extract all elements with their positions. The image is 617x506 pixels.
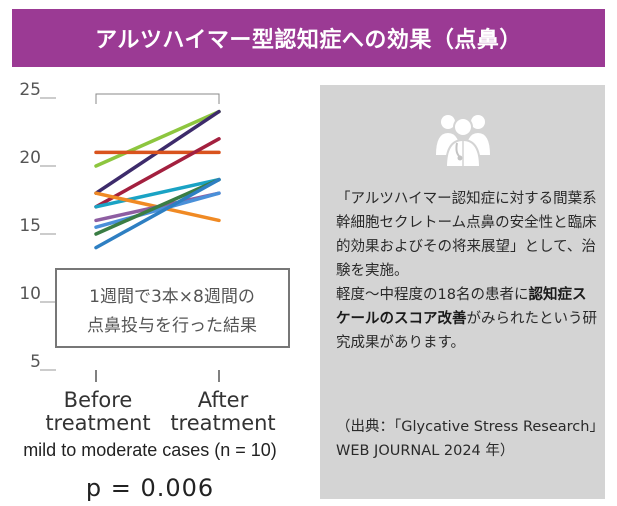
y-tick-label: 5 [30,352,41,372]
x-category-label: After treatment [170,388,275,435]
annotation-box [55,268,290,348]
panel-body: 「アルツハイマー認知症に対する間葉系幹細胞セクレトーム点鼻の安全性と臨床的効果お… [336,187,598,355]
cases-caption: mild to moderate cases (n = 10) [23,440,277,460]
title-bar: アルツハイマー型認知症への効果（点鼻） [12,9,605,67]
panel-text-emphasis: 認知症スケールのスコア改善 [336,287,587,327]
y-tick-label: 10 [19,284,41,304]
series-line [94,177,221,236]
series-line [94,137,221,209]
y-tick-label: 15 [19,216,41,236]
series-line [94,177,221,209]
x-category-label: Before treatment [45,388,150,435]
info-panel: 「アルツハイマー認知症に対する間葉系幹細胞セクレトーム点鼻の安全性と臨床的効果お… [320,85,605,499]
page-title: アルツハイマー型認知症への効果（点鼻） [95,28,522,53]
series-line [94,191,221,229]
panel-text-3: がみられたという研究成果があります。 [336,311,597,351]
y-tick-label: 20 [19,148,41,168]
panel-text-1: 「アルツハイマー認知症に対する間葉系幹細胞セクレトーム点鼻の安全性と臨床的効果お… [336,191,597,279]
medical-team-icon [436,115,490,168]
panel-text-2: 軽度～中程度の18名の患者に [336,287,529,303]
panel-source: （出典：「Glycative Stress Research」WEB JOURN… [336,419,597,459]
series-line [94,109,221,168]
y-tick-label: 25 [19,80,41,100]
annotation-text: 1週間で3本×8週間の点鼻投与を行った結果 [87,287,257,336]
p-value: p = 0.006 [85,474,215,502]
significance-bracket [95,93,220,104]
series-line [94,177,221,250]
slope-chart: 5 10 15 20 25 Before treatment After treatment 1… [19,80,290,435]
